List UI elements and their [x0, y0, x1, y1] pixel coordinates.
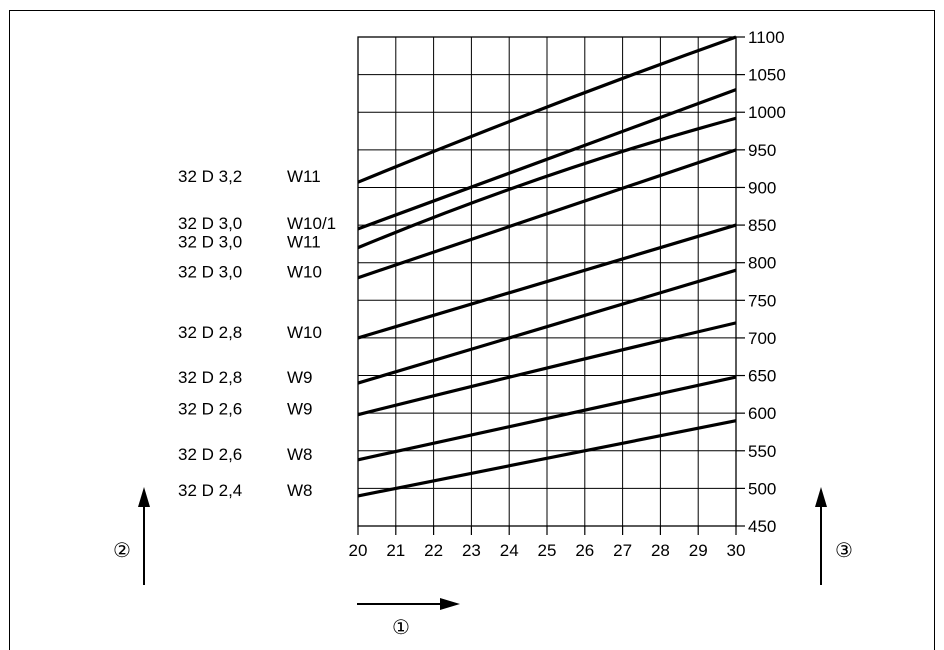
- series-label-diameter: 32 D 2,6: [178, 400, 242, 419]
- series-label-type: W9: [287, 400, 313, 419]
- y-tick-label: 1100: [748, 28, 785, 47]
- series-label-type: W10: [287, 323, 322, 342]
- x-axis-arrowhead: [440, 598, 460, 610]
- chart-series: [357, 35, 737, 498]
- y-tick-label: 750: [748, 291, 776, 310]
- x-tick-label: 20: [349, 541, 368, 560]
- series-line: [357, 321, 737, 417]
- y-tick-label: 600: [748, 404, 776, 423]
- x-tick-label: 30: [727, 541, 746, 560]
- series-label-type: W10/1: [287, 214, 336, 233]
- x-tick-label: 29: [689, 541, 708, 560]
- series-label-diameter: 32 D 2,6: [178, 445, 242, 464]
- x-tick-label: 27: [613, 541, 632, 560]
- x-axis-marker: ①: [392, 615, 410, 639]
- series-line: [357, 35, 737, 184]
- series-line: [357, 148, 737, 280]
- x-tick-label: 22: [424, 541, 443, 560]
- y-tick-label: 950: [748, 141, 776, 160]
- series-label-diameter: 32 D 2,4: [178, 481, 242, 500]
- y-tick-label: 700: [748, 329, 776, 348]
- series-label-type: W11: [287, 233, 321, 252]
- right-axis-marker: ③: [835, 538, 853, 562]
- series-label-diameter: 32 D 3,0: [178, 214, 242, 233]
- y-axis-ticks: 450 500 550 600 650 700 750 800 850 900 950 1000 105…: [736, 28, 786, 536]
- left-axis-arrowhead: [138, 487, 150, 507]
- figure-frame: [9, 10, 935, 650]
- series-label-type: W8: [287, 445, 313, 464]
- y-tick-label: 800: [748, 254, 776, 273]
- x-tick-label: 25: [538, 541, 557, 560]
- left-axis-marker: ②: [113, 538, 131, 562]
- y-tick-label: 1000: [748, 103, 786, 122]
- x-tick-label: 26: [575, 541, 594, 560]
- y-tick-label: 500: [748, 479, 776, 498]
- series-line: [357, 88, 737, 231]
- y-tick-label: 450: [748, 517, 776, 536]
- y-tick-label: 650: [748, 367, 776, 386]
- series-label-diameter: 32 D 3,0: [178, 233, 242, 252]
- y-tick-label: 900: [748, 178, 776, 197]
- y-tick-label: 550: [748, 442, 776, 461]
- series-label-diameter: 32 D 3,2: [178, 167, 242, 186]
- y-tick-label: 1050: [748, 66, 786, 85]
- x-axis-ticks: 20 21 22 23 24 25 26 27 28 29 30: [349, 526, 746, 560]
- x-tick-label: 23: [462, 541, 481, 560]
- series-line: [357, 375, 737, 462]
- series-label-type: W9: [287, 368, 313, 387]
- x-tick-label: 21: [386, 541, 405, 560]
- series-label-type: W8: [287, 481, 313, 500]
- right-axis-arrowhead: [815, 487, 827, 507]
- x-tick-label: 24: [500, 541, 519, 560]
- series-line: [357, 419, 737, 498]
- series-label-diameter: 32 D 2,8: [178, 368, 242, 387]
- series-label-diameter: 32 D 2,8: [178, 323, 242, 342]
- series-line: [357, 116, 737, 250]
- series-label-type: W11: [287, 167, 321, 186]
- series-line: [357, 223, 737, 340]
- series-labels: 32 D 3,2 W11 32 D 3,0 W10/1 32 D 3,0 W11 32 D …: [178, 167, 336, 500]
- series-label-diameter: 32 D 3,0: [178, 263, 242, 282]
- series-line: [357, 268, 737, 385]
- x-tick-label: 28: [651, 541, 670, 560]
- y-tick-label: 850: [748, 216, 776, 235]
- series-label-type: W10: [287, 263, 322, 282]
